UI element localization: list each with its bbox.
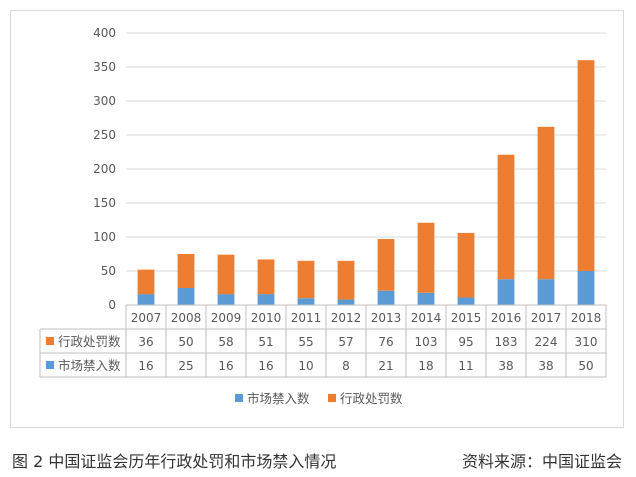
bar-penalty [537, 126, 555, 280]
legend-label-penalty: 行政处罚数 [340, 391, 403, 406]
bar-penalty [257, 259, 275, 295]
bar-penalty [297, 260, 315, 299]
data-label: 55 [298, 335, 313, 349]
legend-key-ban [235, 394, 243, 402]
data-label: 21 [378, 359, 393, 373]
y-tick-label: 50 [101, 264, 116, 278]
bar-ban [137, 294, 155, 305]
x-tick-label: 2010 [251, 311, 282, 325]
bar-penalty [457, 232, 475, 298]
chart-frame [10, 10, 624, 428]
y-tick-label: 0 [108, 298, 116, 312]
figure-caption: 图 2 中国证监会历年行政处罚和市场禁入情况 资料来源：中国证监会 [12, 448, 622, 472]
data-label: 58 [218, 335, 233, 349]
data-label: 224 [535, 335, 558, 349]
stacked-bar-chart: 0 50 100 150 200 250 300 350 400 2007 2008 2009 2010… [39, 26, 607, 406]
data-label: 57 [338, 335, 353, 349]
data-label: 50 [578, 359, 593, 373]
data-label: 11 [458, 359, 473, 373]
caption-source: 资料来源：中国证监会 [461, 452, 622, 471]
caption-title: 图 2 中国证监会历年行政处罚和市场禁入情况 [12, 452, 337, 471]
x-tick-label: 2017 [531, 311, 562, 325]
data-label: 25 [178, 359, 193, 373]
data-label: 103 [415, 335, 438, 349]
bar-ban [337, 299, 355, 305]
x-tick-label: 2012 [331, 311, 362, 325]
bar-penalty [217, 254, 235, 295]
data-label: 95 [458, 335, 473, 349]
legend-key-penalty [328, 394, 336, 402]
data-label: 50 [178, 335, 193, 349]
bar-ban [217, 294, 235, 305]
data-label: 10 [298, 359, 313, 373]
x-tick-label: 2011 [291, 311, 322, 325]
x-tick-label: 2018 [571, 311, 602, 325]
bar-ban [297, 298, 315, 305]
bar-ban [177, 288, 195, 305]
bar-penalty [417, 222, 435, 293]
data-label: 18 [418, 359, 433, 373]
data-label: 183 [495, 335, 518, 349]
y-tick-label: 350 [93, 60, 116, 74]
bar-ban [537, 279, 555, 305]
table-row-label: 行政处罚数 [58, 334, 121, 349]
bar-ban [457, 297, 475, 305]
x-tick-label: 2014 [411, 311, 442, 325]
bar-penalty [137, 269, 155, 295]
data-label: 16 [258, 359, 273, 373]
bar-penalty [337, 260, 355, 300]
x-tick-label: 2008 [171, 311, 202, 325]
x-tick-label: 2015 [451, 311, 482, 325]
data-label: 76 [378, 335, 393, 349]
data-label: 16 [218, 359, 233, 373]
bar-penalty [377, 239, 395, 291]
data-label: 36 [138, 335, 153, 349]
data-label: 310 [575, 335, 598, 349]
y-tick-label: 100 [93, 230, 116, 244]
data-label: 38 [538, 359, 553, 373]
table-row-label: 市场禁入数 [58, 358, 121, 373]
data-label: 51 [258, 335, 273, 349]
data-label: 38 [498, 359, 513, 373]
y-tick-label: 300 [93, 94, 116, 108]
table-legend-key [46, 361, 54, 369]
y-tick-label: 200 [93, 162, 116, 176]
bar-ban [377, 290, 395, 305]
x-tick-label: 2009 [211, 311, 242, 325]
y-tick-label: 400 [93, 26, 116, 40]
legend-label-ban: 市场禁入数 [247, 391, 310, 406]
x-tick-label: 2007 [131, 311, 162, 325]
y-tick-label: 250 [93, 128, 116, 142]
data-label: 8 [342, 359, 350, 373]
bar-ban [417, 292, 435, 305]
y-tick-label: 150 [93, 196, 116, 210]
bar-ban [497, 279, 515, 305]
x-tick-label: 2013 [371, 311, 402, 325]
table-legend-key [46, 337, 54, 345]
data-label: 16 [138, 359, 153, 373]
bar-penalty [177, 254, 195, 288]
bar-ban [577, 271, 595, 305]
x-tick-label: 2016 [491, 311, 522, 325]
bar-penalty [497, 154, 515, 280]
bar-ban [257, 294, 275, 305]
bar-penalty [577, 60, 595, 272]
